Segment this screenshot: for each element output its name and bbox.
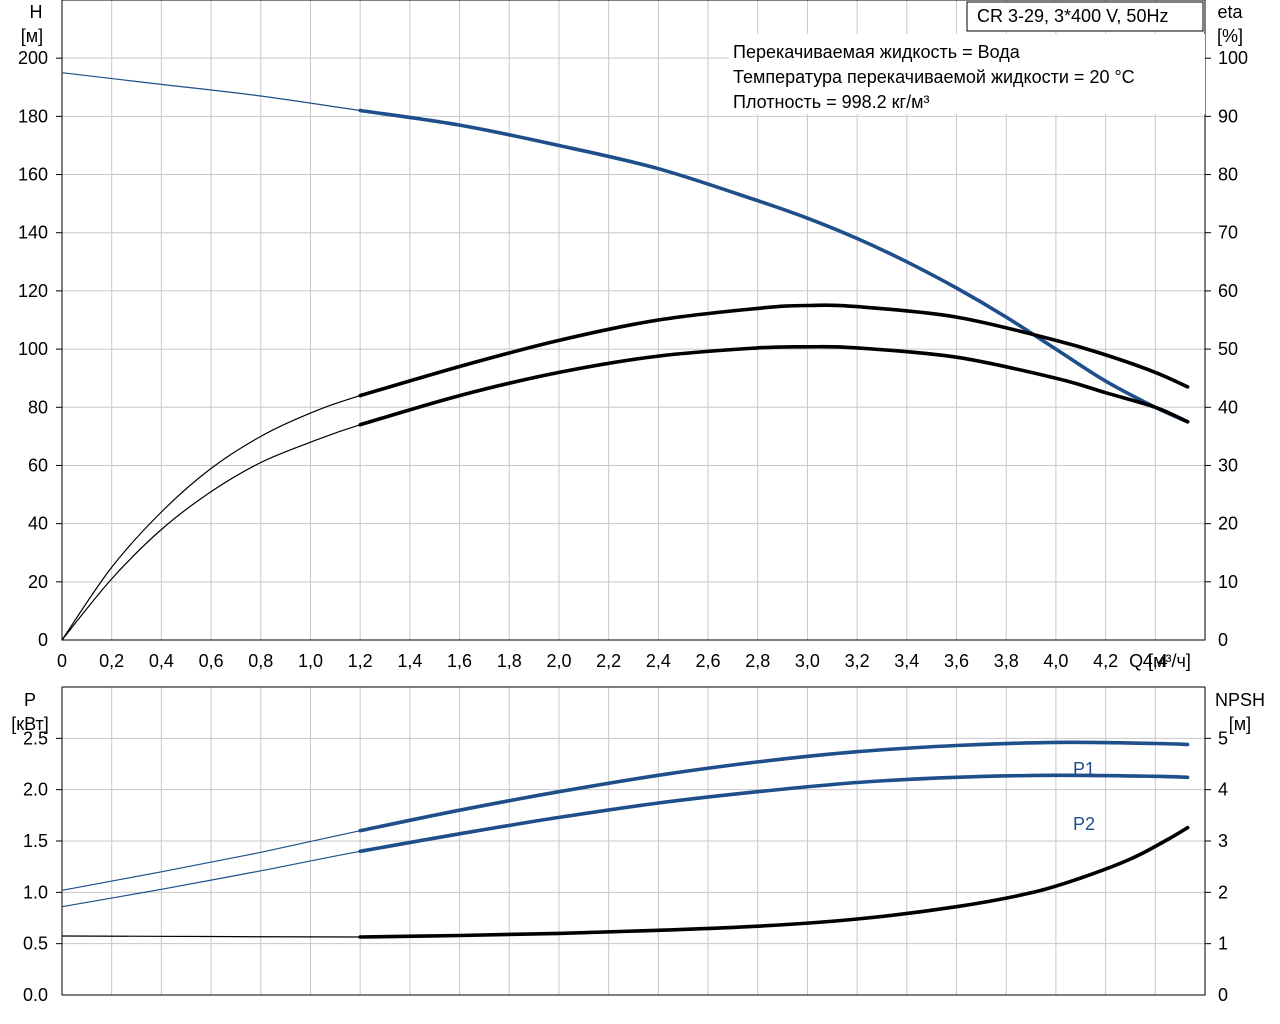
x-tick-label: 1,4 (397, 651, 422, 671)
top-series-1-curve-operating (358, 303, 1190, 398)
top-right-tick-label: 0 (1218, 630, 1228, 650)
x-tick-label: 4,0 (1043, 651, 1068, 671)
bottom-right-tick-label: 2 (1218, 882, 1228, 902)
p1-curve-full (61, 741, 1188, 891)
top-left-tick-label: 60 (28, 455, 48, 475)
top-left-tick-label: 140 (18, 223, 48, 243)
model-label: CR 3-29, 3*400 V, 50Hz (977, 6, 1168, 26)
bottom-plot-frame (61, 686, 1206, 996)
bottom-left-tick-label: 0.0 (23, 985, 48, 1005)
x-tick-label: 2,4 (646, 651, 671, 671)
bottom-left-axis-unit: [кВт] (11, 714, 49, 734)
bottom-left-tick-label: 2.5 (23, 728, 48, 748)
series-label-p2: P2 (1073, 814, 1095, 834)
x-tick-label: 2,6 (696, 651, 721, 671)
bottom-grid (56, 687, 1211, 995)
top-left-axis-label: H (30, 2, 43, 22)
bottom-right-axis-unit: [м] (1229, 714, 1251, 734)
top-right-axis-label: eta (1217, 2, 1243, 22)
x-tick-label: 2,2 (596, 651, 621, 671)
top-series-2-curve-operating (358, 344, 1190, 427)
bottom-left-tick-label: 0.5 (23, 934, 48, 954)
info-box-background (729, 34, 1205, 114)
x-tick-label: 3,6 (944, 651, 969, 671)
top-left-tick-label: 160 (18, 165, 48, 185)
top-left-tick-label: 0 (38, 630, 48, 650)
top-right-tick-label: 40 (1218, 397, 1238, 417)
x-tick-label: 3,2 (845, 651, 870, 671)
top-right-tick-label: 20 (1218, 514, 1238, 534)
top-left-tick-label: 100 (18, 339, 48, 359)
x-tick-label: 1,0 (298, 651, 323, 671)
top-left-tick-label: 20 (28, 572, 48, 592)
bottom-left-tick-label: 1.0 (23, 882, 48, 902)
top-right-axis-unit: [%] (1217, 26, 1243, 46)
x-tick-label: 0,8 (248, 651, 273, 671)
p1-curve-operating (358, 740, 1190, 833)
top-left-tick-label: 120 (18, 281, 48, 301)
bottom-right-tick-label: 5 (1218, 728, 1228, 748)
bottom-right-tick-label: 0 (1218, 985, 1228, 1005)
x-tick-label: 1,6 (447, 651, 472, 671)
bottom-left-tick-label: 1.5 (23, 831, 48, 851)
bottom-series-2-curve-full (61, 827, 1188, 938)
p2-curve-operating (358, 773, 1190, 854)
info-line-temperature: Температура перекачиваемой жидкости = 20… (733, 67, 1135, 87)
x-tick-label: 3,8 (994, 651, 1019, 671)
x-tick-label: 4,2 (1093, 651, 1118, 671)
top-left-tick-label: 80 (28, 397, 48, 417)
x-axis-label: Q [м³/ч] (1129, 651, 1191, 671)
bottom-right-tick-label: 4 (1218, 780, 1228, 800)
top-right-tick-label: 50 (1218, 339, 1238, 359)
series-label-p1: P1 (1073, 759, 1095, 779)
top-series-1-curve-full (61, 304, 1188, 641)
top-right-tick-label: 60 (1218, 281, 1238, 301)
top-right-tick-label: 70 (1218, 223, 1238, 243)
top-left-tick-label: 40 (28, 514, 48, 534)
top-right-tick-label: 100 (1218, 48, 1248, 68)
top-plot-frame (61, 0, 1206, 641)
top-left-tick-label: 200 (18, 48, 48, 68)
x-tick-label: 2,0 (546, 651, 571, 671)
x-tick-label: 3,4 (894, 651, 919, 671)
top-left-axis-unit: [м] (21, 26, 43, 46)
x-tick-label: 2,8 (745, 651, 770, 671)
x-tick-label: 0 (57, 651, 67, 671)
top-left-tick-label: 180 (18, 106, 48, 126)
x-tick-label: 0,2 (99, 651, 124, 671)
x-tick-label: 3,0 (795, 651, 820, 671)
top-series-2-curve-full (61, 346, 1188, 641)
x-tick-label: 0,6 (199, 651, 224, 671)
tick-labels: 0 0,2 0,4 0,6 0,8 1,0 1,2 1,4 1,6 1,8 2,0 2,2 2,4 2,6… (18, 48, 1248, 1005)
x-tick-label: 0,4 (149, 651, 174, 671)
x-tick-label: 1,8 (497, 651, 522, 671)
x-tick-label: 1,2 (348, 651, 373, 671)
bottom-right-tick-label: 3 (1218, 831, 1228, 851)
info-line-density: Плотность = 998.2 кг/м³ (733, 92, 929, 112)
bottom-left-axis-label: P (24, 690, 36, 710)
bottom-left-tick-label: 2.0 (23, 780, 48, 800)
bottom-series-2-curve-operating (358, 825, 1190, 939)
info-line-liquid: Перекачиваемая жидкость = Вода (733, 42, 1021, 62)
x-tick-label: 4,4 (1143, 651, 1168, 671)
curves (61, 72, 1190, 939)
bottom-right-axis-label: NPSH (1215, 690, 1265, 710)
top-right-tick-label: 80 (1218, 165, 1238, 185)
top-right-tick-label: 10 (1218, 572, 1238, 592)
model-label-box (966, 1, 1204, 32)
top-series-0-curve-operating (358, 108, 1190, 424)
top-right-tick-label: 30 (1218, 455, 1238, 475)
bottom-right-tick-label: 1 (1218, 934, 1228, 954)
top-right-tick-label: 90 (1218, 106, 1238, 126)
